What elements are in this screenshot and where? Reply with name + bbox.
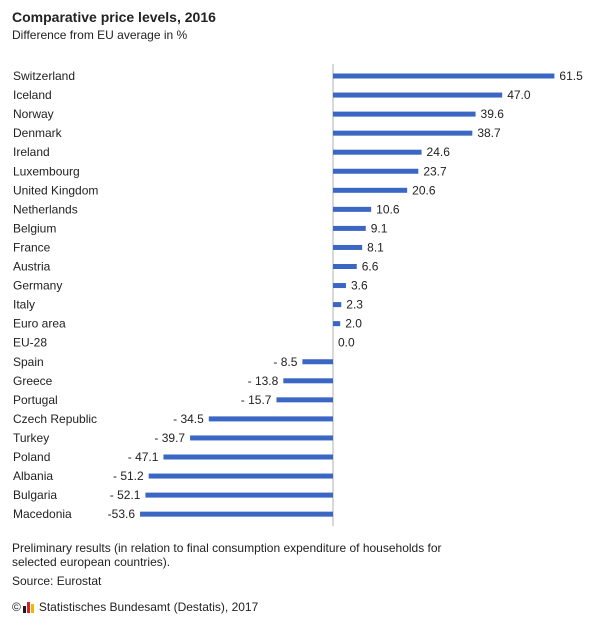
bar	[148, 473, 333, 479]
bar	[333, 302, 342, 308]
bar	[208, 416, 333, 422]
category-label: Norway	[13, 107, 54, 121]
value-label: 2.0	[345, 317, 362, 331]
value-label: - 15.7	[241, 393, 272, 407]
footnote: Preliminary results (in relation to fina…	[12, 541, 442, 569]
chart-title: Comparative price levels, 2016	[12, 9, 216, 25]
category-label: Czech Republic	[13, 412, 97, 426]
bar	[333, 111, 476, 117]
copyright-symbol: ©	[12, 600, 21, 614]
value-label: 39.6	[481, 107, 505, 121]
category-label: Macedonia	[13, 507, 72, 521]
category-label: EU-28	[13, 336, 47, 350]
value-label: - 34.5	[173, 412, 204, 426]
bar	[276, 397, 333, 403]
category-label: Belgium	[13, 221, 56, 235]
category-label: Poland	[13, 450, 50, 464]
value-label: - 51.2	[113, 469, 144, 483]
bar	[333, 206, 372, 212]
bar	[333, 264, 357, 269]
value-label: 61.5	[559, 69, 583, 83]
value-label: - 8.5	[273, 355, 297, 369]
value-label: - 13.8	[248, 374, 279, 388]
category-label: Netherlands	[13, 202, 78, 216]
bar	[163, 454, 333, 460]
category-label: Ireland	[13, 145, 50, 159]
category-label: Italy	[13, 298, 35, 312]
value-label: 38.7	[477, 126, 501, 140]
bar-chart: Switzerland 61.5 Iceland 47.0 Norway 39.6 Denm…	[13, 64, 583, 527]
bar	[333, 187, 408, 193]
value-label: 0.0	[338, 336, 355, 350]
category-label: Portugal	[13, 393, 58, 407]
bar	[145, 492, 333, 498]
value-label: - 47.1	[128, 450, 159, 464]
value-label: - 39.7	[154, 431, 185, 445]
category-label: Greece	[13, 374, 53, 388]
value-label: 10.6	[376, 202, 400, 216]
category-label: Luxembourg	[13, 164, 80, 178]
bar	[333, 73, 555, 79]
bar	[333, 149, 422, 155]
bar	[333, 283, 346, 289]
value-label: - 52.1	[110, 488, 141, 502]
bar	[190, 435, 333, 441]
category-label: Albania	[13, 469, 53, 483]
copyright-line: © Statistisches Bundesamt (Destatis), 20…	[12, 600, 258, 614]
category-label: France	[13, 240, 51, 254]
value-label: 2.3	[346, 298, 363, 312]
category-label: Switzerland	[13, 69, 75, 83]
category-label: Austria	[13, 260, 51, 274]
value-label: 9.1	[371, 221, 388, 235]
bar	[333, 168, 419, 174]
bar	[333, 92, 503, 98]
destatis-logo-icon	[22, 601, 35, 613]
bar	[333, 244, 363, 250]
category-label: Bulgaria	[13, 488, 57, 502]
category-label: Euro area	[13, 317, 66, 331]
publisher-label: Statistisches Bundesamt (Destatis), 2017	[38, 600, 259, 614]
category-label: Denmark	[13, 126, 63, 140]
category-label: Iceland	[13, 88, 52, 102]
category-label: Spain	[13, 355, 44, 369]
value-label: -53.6	[108, 507, 136, 521]
value-label: 47.0	[507, 88, 531, 102]
category-label: Turkey	[13, 431, 49, 445]
category-label: United Kingdom	[13, 183, 98, 197]
value-label: 20.6	[412, 183, 436, 197]
bar	[333, 321, 341, 327]
value-label: 8.1	[367, 240, 384, 254]
value-label: 3.6	[351, 279, 368, 293]
bar	[302, 359, 333, 365]
bar	[283, 378, 333, 384]
value-label: 23.7	[423, 164, 447, 178]
bar	[140, 511, 333, 517]
bar	[333, 225, 366, 231]
bar	[333, 130, 473, 136]
source-note: Source: Eurostat	[12, 574, 102, 588]
chart-subtitle: Difference from EU average in %	[12, 28, 188, 42]
category-label: Germany	[13, 279, 62, 293]
value-label: 24.6	[427, 145, 451, 159]
value-label: 6.6	[362, 260, 379, 274]
